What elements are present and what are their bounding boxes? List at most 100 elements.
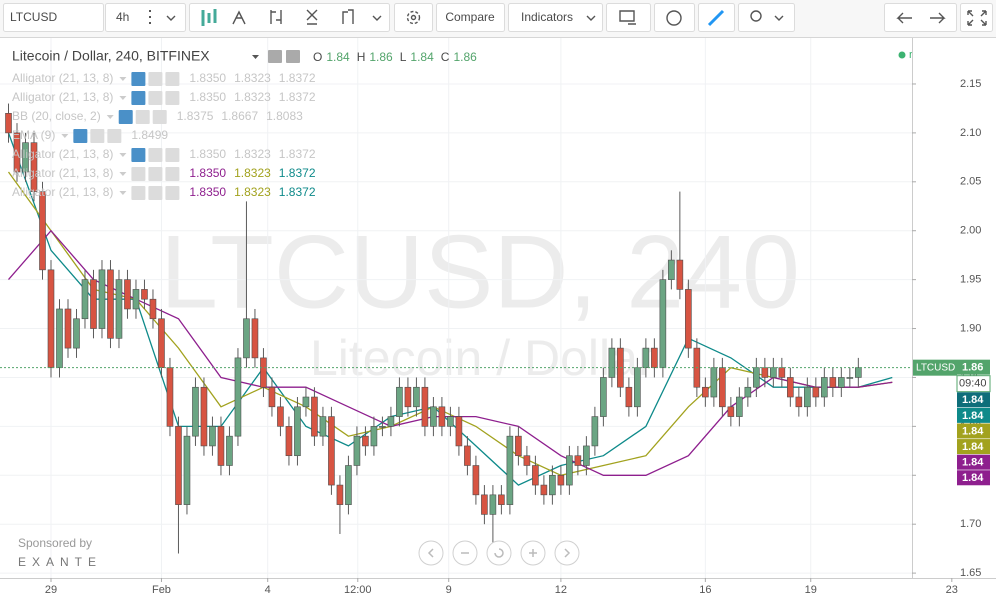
candles-icon[interactable] [201,9,217,26]
candle-body [600,377,607,417]
indicator-settings[interactable] [148,148,163,162]
compare-label[interactable]: Compare [445,10,495,24]
reset[interactable] [486,540,512,566]
candle-body [761,367,769,378]
indicator-remove[interactable] [107,129,122,143]
ohlc-key: L [400,50,407,64]
chart-type-group[interactable] [189,3,390,32]
dropdown-icon[interactable] [774,15,784,21]
sponsor-brand[interactable]: EXANTE [18,555,102,569]
dropdown-icon[interactable] [166,15,176,21]
indicator-remove[interactable] [165,167,180,181]
indicator-eye[interactable] [131,72,146,86]
indicator-dropdown[interactable] [119,153,127,157]
candle-body [268,386,276,408]
candle-body [73,318,80,349]
dropdown-icon[interactable] [586,15,596,21]
hint-button[interactable] [738,3,795,32]
symbol-box[interactable] [3,3,104,32]
indicator-name: Alligator (21, 13, 8) [12,166,113,180]
indicator-settings[interactable] [148,91,163,105]
kagi-icon[interactable] [342,9,354,24]
undo-icon[interactable] [896,12,912,24]
indicator-value: 1.8372 [279,185,316,199]
price-badge [957,454,990,470]
candle-body [379,426,386,428]
indicator-settings[interactable] [135,110,150,124]
renko-icon[interactable] [306,9,318,25]
compare-button[interactable] [436,3,505,32]
bars-icon[interactable] [232,10,246,25]
indicator-value: 1.8323 [234,90,271,104]
indicator-dropdown[interactable] [106,115,114,119]
indicator-settings[interactable] [148,167,163,181]
settings-icon-core[interactable] [410,14,417,21]
indicator-value: 1.8350 [189,185,226,199]
candle-body [753,367,760,388]
candle-body [625,386,633,408]
indicator-remove[interactable] [165,72,180,86]
scroll-right[interactable] [554,540,580,566]
indicator-dropdown[interactable] [119,172,127,176]
settings-button[interactable] [394,3,433,32]
symbol[interactable]: LTCUSD [10,10,57,24]
fullscreen-icon[interactable] [967,10,987,26]
indicators-button[interactable] [508,3,603,32]
chart-title: Litecoin / Dollar, 240, BITFINEX [12,48,210,64]
indicator-eye[interactable] [118,110,133,124]
indicator-settings[interactable] [90,129,105,143]
candle-body [141,289,148,300]
interval-box[interactable] [105,3,186,32]
indicator-eye[interactable] [131,148,146,162]
indicator-remove[interactable] [165,186,180,200]
indicator-name: Alligator (21, 13, 8) [12,90,113,104]
candle-body [387,416,395,427]
indicator-dropdown[interactable] [119,191,127,195]
settings-icon[interactable] [406,10,421,25]
brush-icon[interactable] [707,9,725,27]
indicator-eye[interactable] [131,91,146,105]
candle-body [47,269,55,368]
template-icon[interactable] [619,10,636,25]
fullscreen-button[interactable] [960,3,993,32]
title-icon[interactable] [268,50,282,63]
indicator-name: Alligator (21, 13, 8) [12,147,113,161]
indicator-remove[interactable] [152,110,167,124]
toolbar: LTCUSD 4h Compare Indicators [0,0,996,38]
indicator-dropdown[interactable] [61,134,69,138]
undo-redo-group[interactable] [884,3,957,32]
candle-body [736,396,743,417]
redo-icon[interactable] [930,12,946,24]
indicator-eye[interactable] [131,186,146,200]
indicator-remove[interactable] [165,91,180,105]
bulb-icon[interactable] [750,10,762,22]
indicator-settings[interactable] [148,72,163,86]
ohlc-key: C [441,50,450,64]
candle-body [838,377,845,388]
indicator-eye[interactable] [131,167,146,181]
indicator-remove[interactable] [165,148,180,162]
dropdown-icon[interactable] [372,15,382,21]
indicators-label[interactable]: Indicators [521,10,573,24]
title-dropdown[interactable] [252,55,259,59]
candle-body [710,367,718,398]
indicator-eye[interactable] [73,129,88,143]
interval[interactable]: 4h [116,10,129,24]
title-icon[interactable] [286,50,300,63]
price-badge-label: 1.84 [962,441,984,453]
heikin-icon[interactable] [270,10,282,24]
candle-body [795,396,803,408]
indicator-name: EMA (9) [12,128,55,142]
alert-button[interactable] [654,3,695,32]
indicator-dropdown[interactable] [119,77,127,81]
candle-body [13,132,21,173]
template-button[interactable] [606,3,651,32]
indicator-settings[interactable] [148,186,163,200]
scroll-left[interactable] [418,540,444,566]
price-badge [957,470,990,486]
alert-icon[interactable] [666,10,682,26]
candle-body [226,435,233,466]
indicator-value: 1.8323 [234,147,271,161]
y-tick-label: 1.95 [960,274,981,286]
indicator-dropdown[interactable] [119,96,127,100]
